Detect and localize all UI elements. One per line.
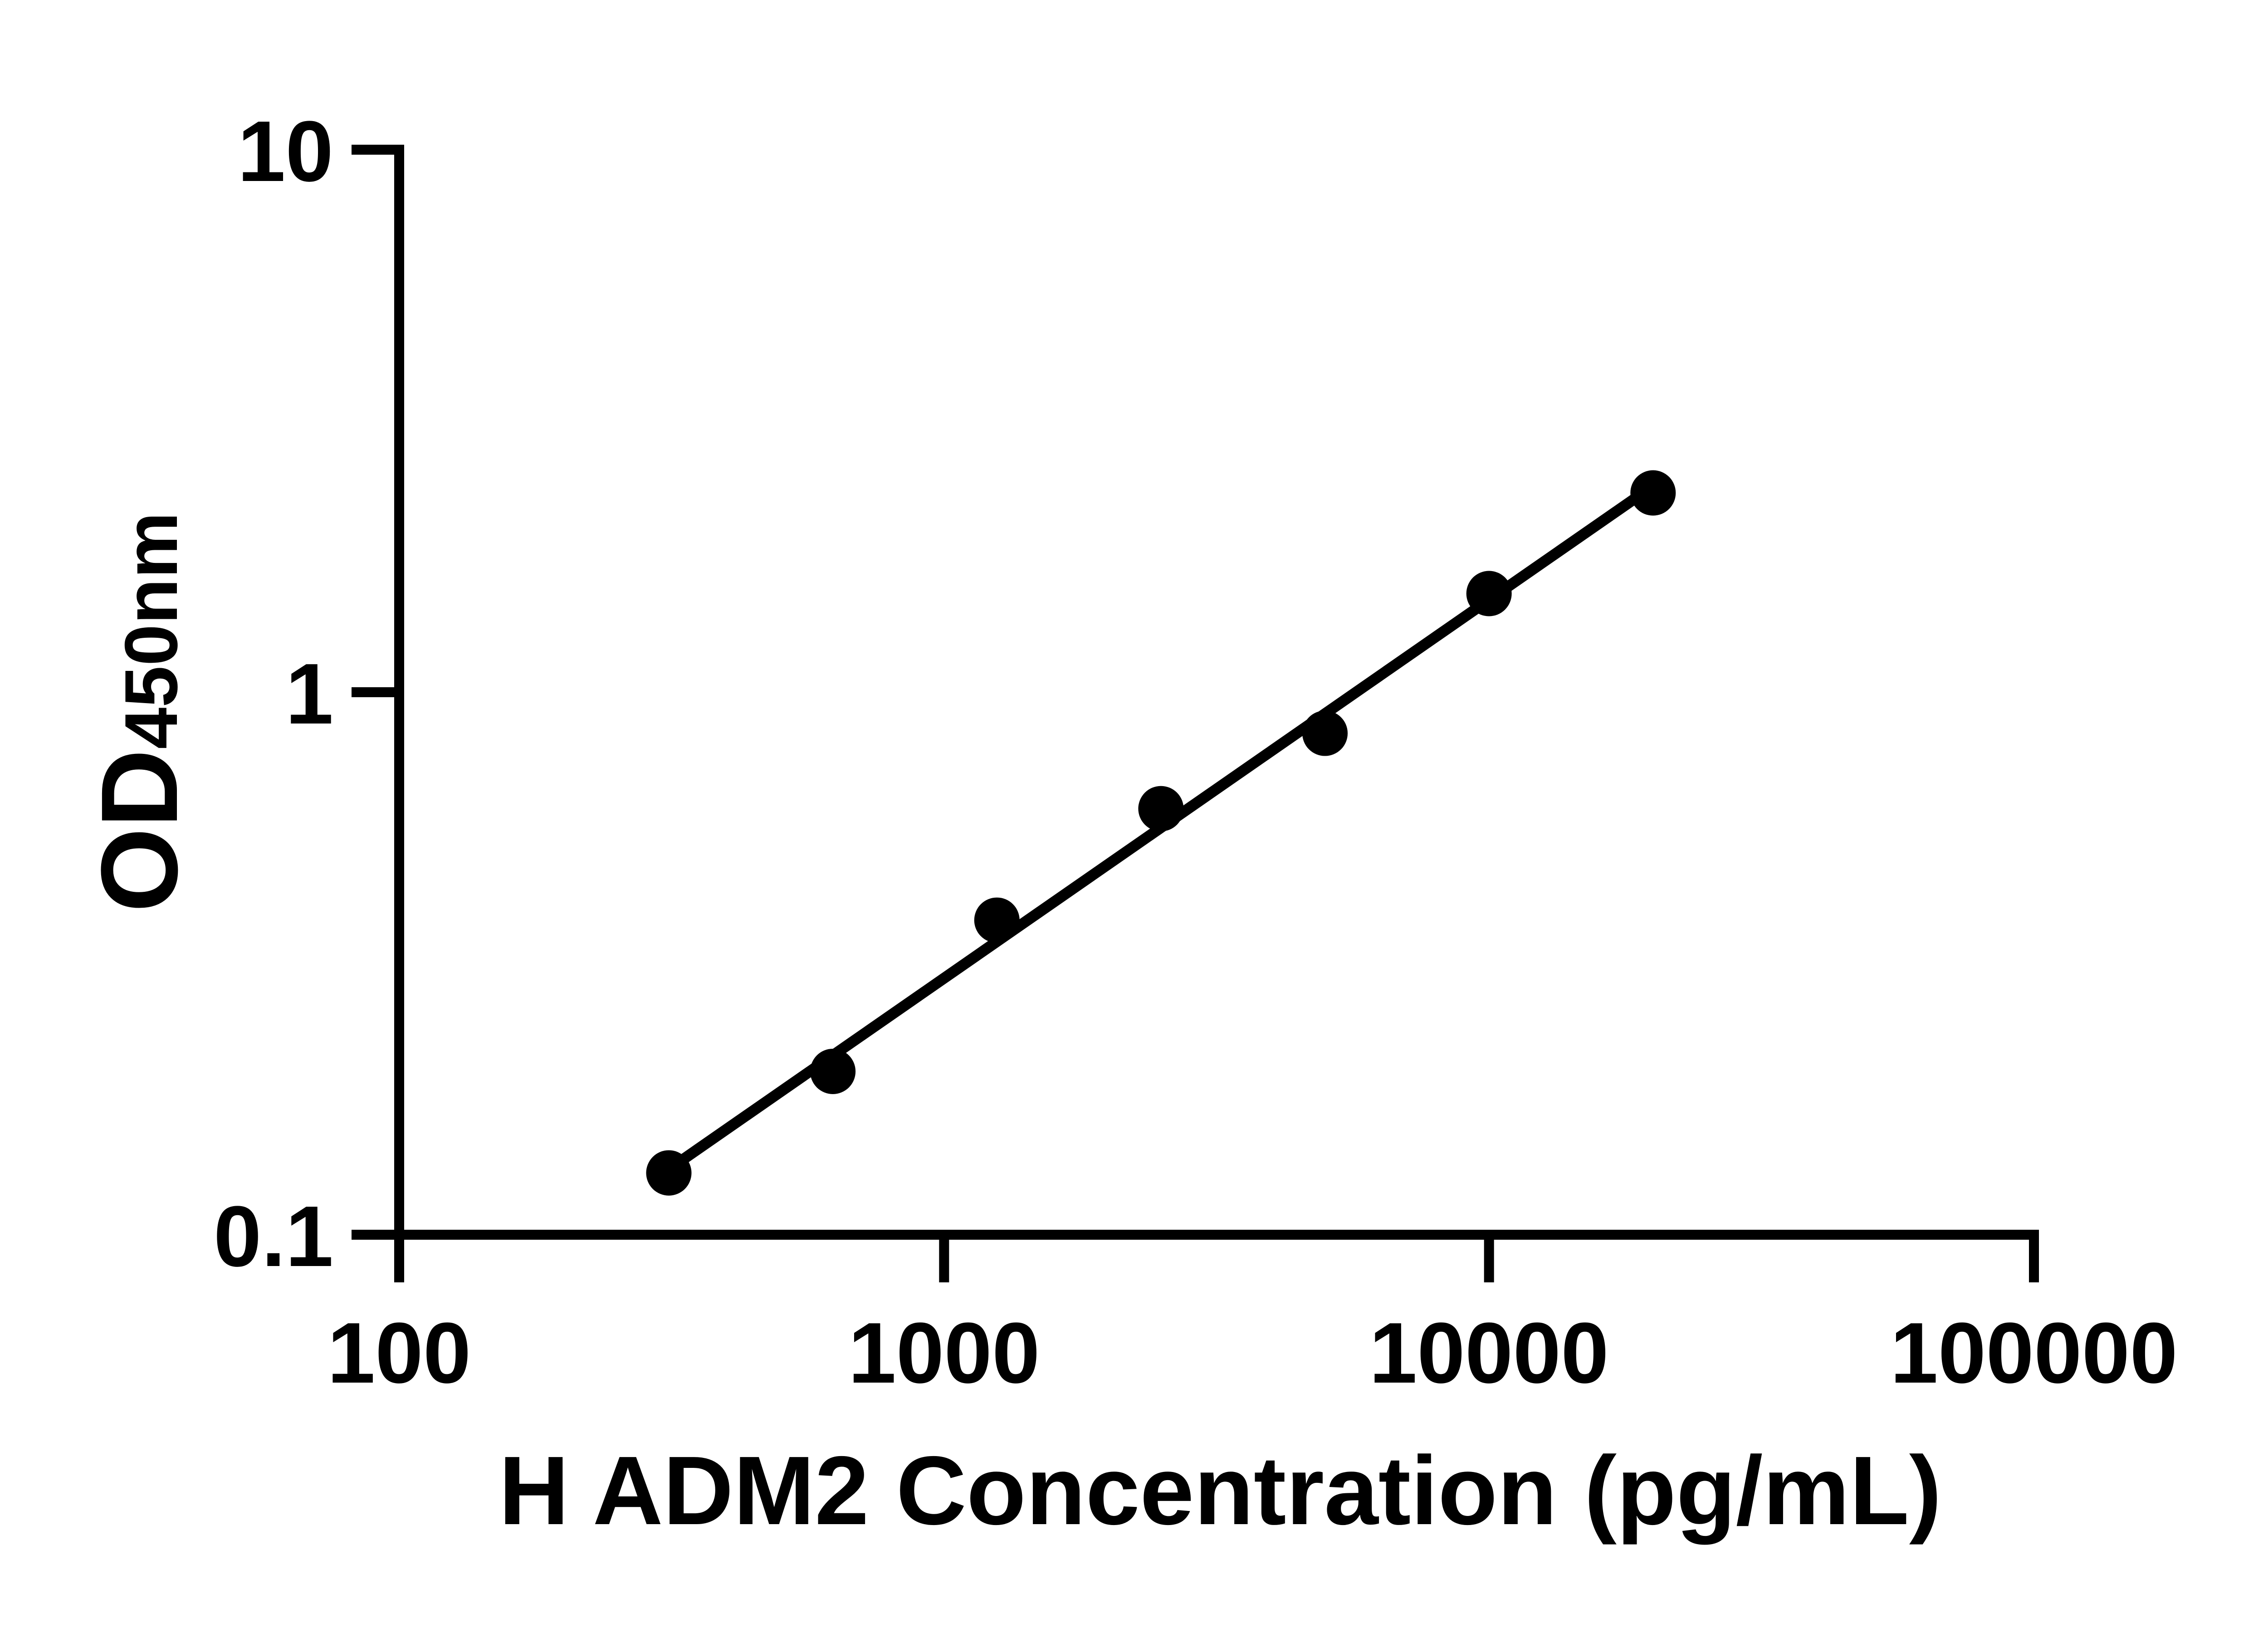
y-axis-tick-labels: 0.1 1 10 <box>214 103 333 1285</box>
data-points <box>646 470 1676 1196</box>
x-axis-tick-labels: 100 1000 10000 100000 <box>327 1305 2178 1401</box>
data-point <box>1138 786 1184 831</box>
y-tick-label: 1 <box>285 646 333 742</box>
axis-frame <box>394 145 2039 1240</box>
data-point <box>1302 710 1348 756</box>
data-point <box>1466 571 1512 616</box>
y-axis-title-main: OD <box>78 749 200 912</box>
x-axis-title: H ADM2 Concentration (pg/mL) <box>499 1436 1941 1545</box>
x-tick-label: 100000 <box>1890 1305 2178 1401</box>
y-tick-label: 10 <box>238 103 333 200</box>
y-axis-title-sub: 450nm <box>109 512 193 749</box>
data-point <box>646 1150 692 1196</box>
y-tick-label: 0.1 <box>214 1188 333 1285</box>
data-point <box>1630 470 1676 516</box>
data-point <box>974 897 1020 943</box>
data-point <box>810 1048 856 1094</box>
y-axis-title: OD450nm <box>78 512 200 913</box>
x-tick-label: 1000 <box>848 1305 1040 1401</box>
y-axis-ticks <box>352 145 399 1240</box>
x-axis-ticks <box>394 1235 2039 1282</box>
x-tick-label: 10000 <box>1369 1305 1608 1401</box>
x-tick-label: 100 <box>327 1305 471 1401</box>
